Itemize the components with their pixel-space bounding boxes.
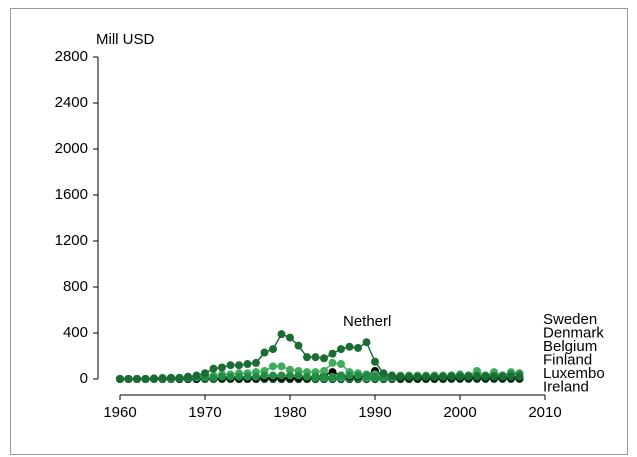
data-point <box>252 358 260 367</box>
data-point <box>243 372 252 381</box>
data-point <box>498 372 507 381</box>
data-point <box>405 372 413 381</box>
legend-label: Finland <box>543 351 592 368</box>
x-tick-label: 1990 <box>358 404 391 421</box>
data-point <box>269 371 277 380</box>
data-point <box>175 373 184 382</box>
data-point <box>286 333 294 342</box>
data-point <box>184 372 192 381</box>
x-tick-label: 1970 <box>188 404 221 421</box>
y-tick-label: 2800 <box>55 48 88 65</box>
x-tick-label: 2010 <box>528 404 561 421</box>
y-tick-label: 1200 <box>55 232 88 249</box>
legend-label: Ireland <box>543 378 589 395</box>
data-point <box>269 345 277 354</box>
data-point <box>371 372 379 381</box>
data-point <box>328 349 337 358</box>
data-point <box>311 353 320 362</box>
data-point <box>150 374 158 383</box>
data-point <box>422 372 430 381</box>
data-point <box>209 373 218 382</box>
y-tick-label: 0 <box>80 370 88 387</box>
legend-label: Netherl <box>343 313 391 330</box>
data-point <box>320 366 328 375</box>
data-point <box>515 372 524 381</box>
data-point <box>345 371 354 380</box>
data-point <box>116 375 124 383</box>
data-point <box>269 362 277 371</box>
data-point <box>124 375 133 383</box>
data-point <box>277 371 286 380</box>
data-point <box>235 361 243 370</box>
legend-label: Sweden <box>543 311 597 328</box>
data-point <box>277 330 286 339</box>
data-point <box>379 369 388 378</box>
data-point <box>201 369 209 378</box>
data-point <box>294 341 303 350</box>
data-point <box>447 372 456 381</box>
legend-label: Luxembo <box>543 365 605 382</box>
data-point <box>320 372 328 381</box>
data-point <box>286 371 294 380</box>
data-point <box>235 372 243 381</box>
data-point <box>337 345 345 354</box>
data-point <box>371 357 379 366</box>
data-point <box>481 372 490 381</box>
data-point <box>328 358 337 367</box>
legend-label: Belgium <box>543 338 597 355</box>
data-point <box>456 372 464 381</box>
data-point <box>158 374 167 383</box>
x-tick-label: 1980 <box>273 404 306 421</box>
data-point <box>413 372 422 381</box>
data-point <box>345 342 354 351</box>
data-point <box>473 372 481 381</box>
legend-label: Denmark <box>543 324 604 341</box>
data-point <box>362 338 371 347</box>
data-point <box>337 360 345 369</box>
data-point <box>328 372 337 381</box>
data-point <box>337 371 345 380</box>
data-point <box>209 364 218 373</box>
data-point <box>354 371 362 380</box>
y-tick-label: 1600 <box>55 186 88 203</box>
y-tick-label: 400 <box>63 324 88 341</box>
data-point <box>252 372 260 381</box>
data-point <box>490 372 498 381</box>
y-axis-label: Mill USD <box>96 31 154 48</box>
data-point <box>277 362 286 371</box>
data-point <box>354 343 362 352</box>
data-point <box>226 361 235 370</box>
data-point <box>311 372 320 381</box>
data-point <box>303 353 311 362</box>
data-point <box>243 360 252 369</box>
data-point <box>133 375 141 383</box>
y-tick-label: 800 <box>63 278 88 295</box>
data-point <box>218 372 226 381</box>
data-point <box>167 373 175 382</box>
data-point <box>320 354 328 363</box>
data-point <box>439 372 447 381</box>
data-point <box>260 371 269 380</box>
data-point <box>141 375 150 383</box>
data-point <box>218 363 226 372</box>
data-point <box>507 372 515 381</box>
data-point <box>192 371 201 380</box>
x-tick-label: 1960 <box>103 404 136 421</box>
data-point <box>362 371 371 380</box>
frame <box>10 8 628 455</box>
data-point <box>396 372 405 381</box>
data-point <box>260 348 269 357</box>
data-point <box>226 372 235 381</box>
y-tick-label: 2400 <box>55 94 88 111</box>
data-point <box>464 372 473 381</box>
data-point <box>286 365 294 374</box>
x-tick-label: 2000 <box>443 404 476 421</box>
data-point <box>388 371 396 380</box>
data-point <box>294 371 303 380</box>
y-tick-label: 2000 <box>55 140 88 157</box>
data-point <box>303 372 311 381</box>
data-point <box>430 372 439 381</box>
